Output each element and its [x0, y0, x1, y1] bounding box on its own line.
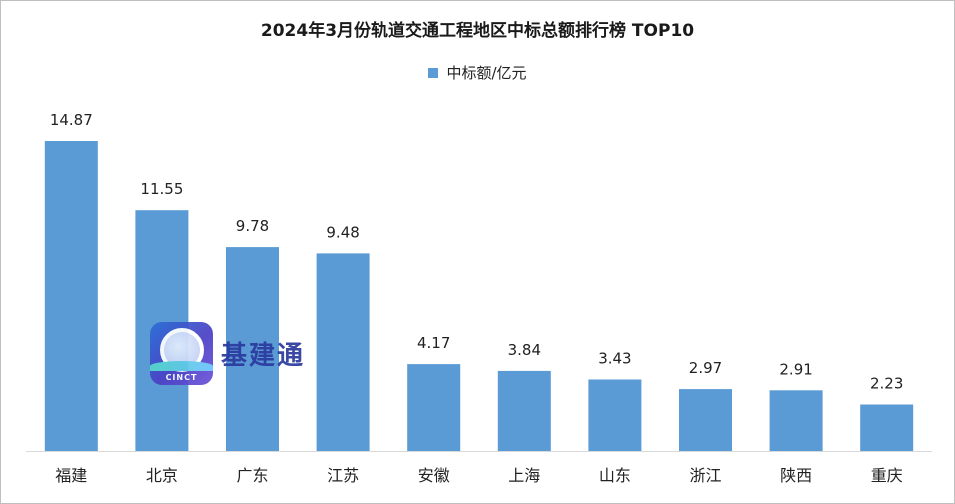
cinct-logo-icon: CINCT	[150, 322, 213, 385]
x-tick-label-6: 山东	[599, 466, 631, 485]
legend-swatch	[428, 67, 439, 78]
bar-9	[860, 404, 914, 451]
x-tick-label-1: 北京	[146, 466, 178, 485]
logo-caption: CINCT	[165, 373, 198, 382]
x-tick-label-9: 重庆	[871, 466, 903, 485]
x-tick-label-2: 广东	[236, 466, 268, 485]
x-tick-label-4: 安徽	[418, 466, 450, 485]
data-label-4: 4.17	[417, 334, 450, 352]
data-label-8: 2.91	[779, 360, 812, 378]
chart-legend: 中标额/亿元	[0, 62, 955, 83]
legend-label: 中标额/亿元	[446, 64, 527, 82]
bar-5	[497, 370, 551, 451]
chart-title: 2024年3月份轨道交通工程地区中标总额排行榜 TOP10	[260, 21, 695, 41]
bar-4	[407, 364, 461, 451]
data-label-5: 3.84	[508, 341, 541, 359]
x-tick-label-0: 福建	[55, 466, 87, 485]
x-tick-label-7: 浙江	[689, 466, 721, 485]
bar-0	[44, 141, 98, 451]
bar-2	[226, 247, 279, 451]
data-label-6: 3.43	[598, 350, 631, 368]
data-label-7: 2.97	[689, 359, 722, 377]
data-label-2: 9.78	[236, 217, 269, 235]
data-label-1: 11.55	[140, 180, 183, 198]
x-tick-label-8: 陕西	[780, 466, 812, 485]
bar-8	[769, 390, 823, 451]
x-tick-label-5: 上海	[508, 466, 540, 485]
data-label-0: 14.87	[50, 111, 93, 129]
watermark-text: 基建通	[221, 341, 306, 371]
bar-3	[316, 253, 370, 451]
data-label-3: 9.48	[326, 223, 359, 241]
watermark: CINCT 基建通	[150, 322, 305, 385]
data-label-9: 2.23	[870, 375, 903, 393]
bar-7	[679, 389, 732, 451]
bar-6	[588, 379, 642, 451]
x-tick-label-3: 江苏	[327, 466, 359, 485]
